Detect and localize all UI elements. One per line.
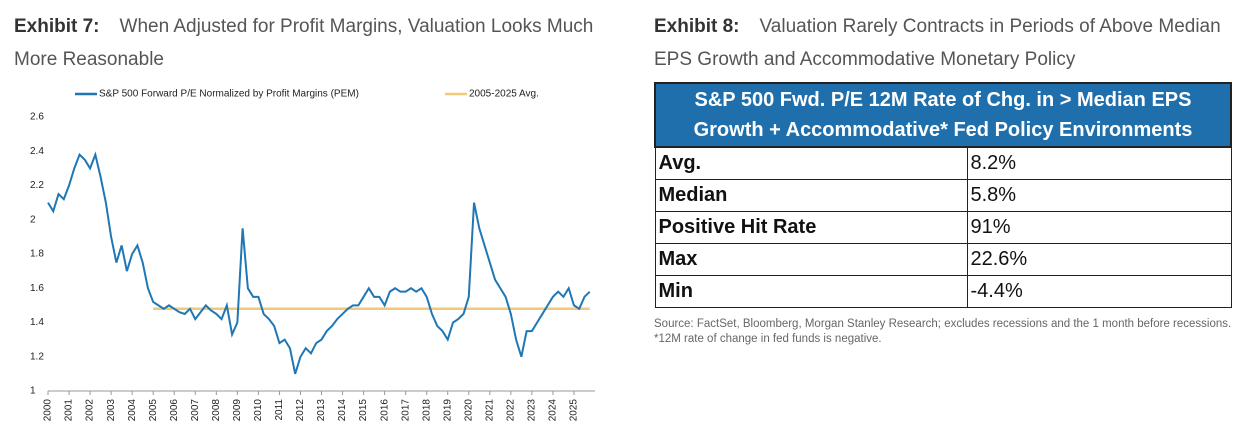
x-tick-label: 2013 <box>316 399 327 422</box>
y-tick-label: 1.8 <box>30 249 44 260</box>
x-tick-label: 2001 <box>64 399 75 422</box>
row-value: -4.4% <box>966 275 1232 308</box>
row-label: Positive Hit Rate <box>654 211 968 244</box>
row-value: 8.2% <box>966 146 1232 180</box>
row-value: 22.6% <box>966 243 1232 276</box>
x-tick-label: 2023 <box>527 399 538 422</box>
x-tick-label: 2010 <box>253 399 264 422</box>
x-tick-label: 2025 <box>569 399 580 422</box>
source-note: Source: FactSet, Bloomberg, Morgan Stanl… <box>654 318 1232 345</box>
row-label: Median <box>654 179 968 212</box>
exhibit-title: Exhibit 7: When Adjusted for Profit Margi… <box>14 10 614 76</box>
y-tick-label: 1.4 <box>30 317 44 328</box>
y-tick-label: 1.6 <box>30 283 44 294</box>
x-tick-label: 2017 <box>400 399 411 422</box>
x-tick-label: 2005 <box>148 399 159 422</box>
y-tick-label: 1.2 <box>30 351 44 362</box>
exhibit-label: Exhibit 7: <box>14 16 100 37</box>
stats-table: S&P 500 Fwd. P/E 12M Rate of Chg. in > M… <box>654 82 1232 308</box>
x-tick-label: 2012 <box>295 399 306 422</box>
legend-label: 2005-2025 Avg. <box>469 89 539 100</box>
x-tick-label: 2022 <box>505 399 516 422</box>
x-tick-label: 2018 <box>421 399 432 422</box>
x-tick-label: 2014 <box>337 399 348 422</box>
x-tick-label: 2007 <box>190 399 201 422</box>
row-label: Avg. <box>654 146 968 180</box>
x-tick-label: 2021 <box>484 399 495 422</box>
x-tick-label: 2009 <box>232 399 243 422</box>
row-value: 91% <box>966 211 1232 244</box>
chart: 1 1.2 1.4 1.6 1.8 2 2.2 2.4 2.6 2000 2001 2002 2003 2… <box>30 89 595 422</box>
x-tick-label: 2008 <box>211 399 222 422</box>
x-tick-label: 2000 <box>43 399 54 422</box>
y-tick-label: 2.6 <box>30 112 44 123</box>
y-tick-label: 1 <box>30 386 36 397</box>
x-tick-label: 2003 <box>106 399 117 422</box>
y-tick-label: 2.2 <box>30 180 44 191</box>
row-value: 5.8% <box>966 179 1232 212</box>
exhibit-label: Exhibit 8: <box>654 16 740 37</box>
row-label: Min <box>654 275 968 308</box>
y-tick-label: 2.4 <box>30 146 44 157</box>
exhibit-text: Valuation Rarely Contracts in Periods of… <box>654 16 1221 70</box>
row-label: Max <box>654 243 968 276</box>
x-tick-label: 2019 <box>442 399 453 422</box>
legend-label: S&P 500 Forward P/E Normalized by Profit… <box>99 89 359 100</box>
exhibit-title: Exhibit 8: Valuation Rarely Contracts in … <box>654 10 1234 76</box>
x-tick-label: 2024 <box>548 399 559 422</box>
x-tick-label: 2004 <box>127 399 138 422</box>
data-line <box>47 151 591 375</box>
x-tick-label: 2016 <box>379 399 390 422</box>
x-tick-label: 2015 <box>358 399 369 422</box>
x-tick-label: 2011 <box>274 399 285 421</box>
y-tick-label: 2 <box>30 214 36 225</box>
exhibit-text: When Adjusted for Profit Margins, Valuat… <box>14 16 594 70</box>
x-tick-label: 2002 <box>85 399 96 422</box>
x-tick-label: 2020 <box>463 399 474 422</box>
table-header: S&P 500 Fwd. P/E 12M Rate of Chg. in > M… <box>654 82 1232 148</box>
x-tick-label: 2006 <box>169 399 180 422</box>
